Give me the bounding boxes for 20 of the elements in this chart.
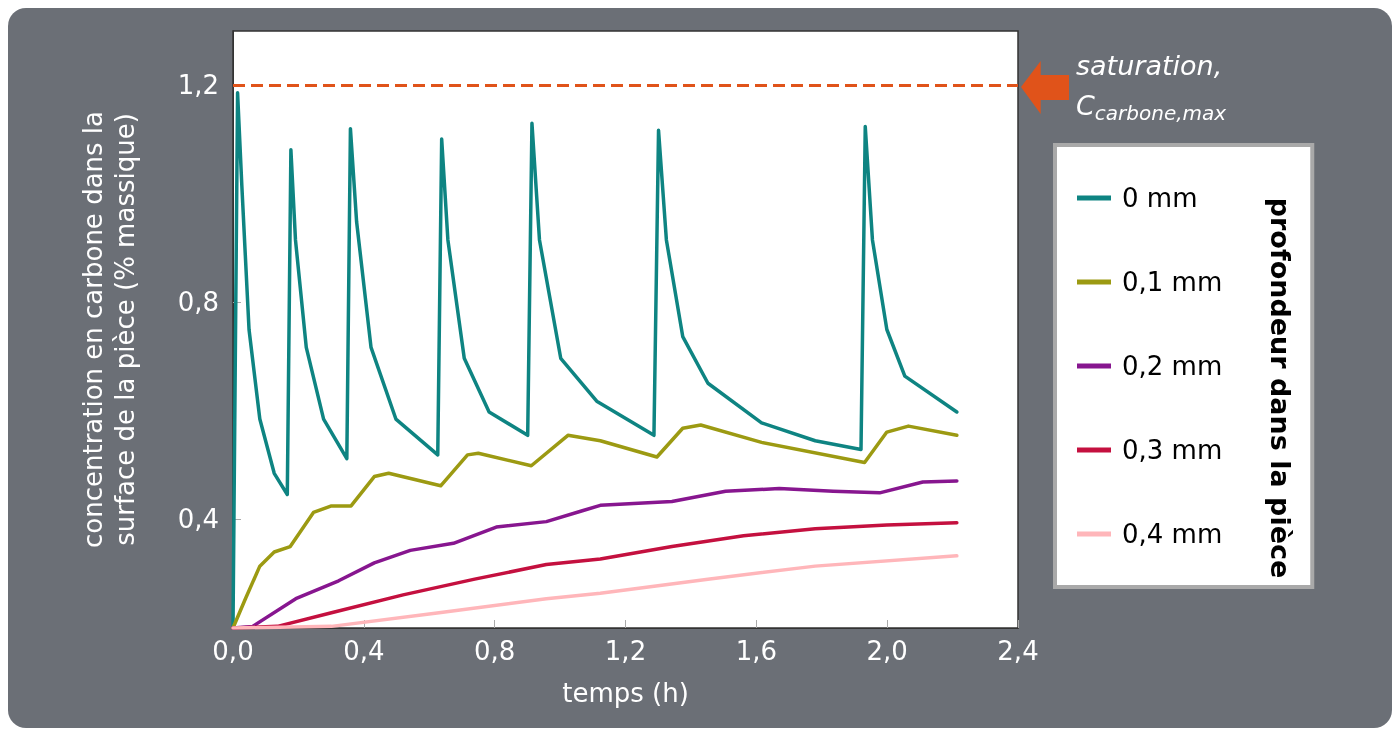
- y-axis-title: concentration en carbone dans la surface de la pièce (% massique): [78, 110, 140, 549]
- y-tick-label: 0,4: [177, 504, 219, 535]
- legend-label: 0,4 mm: [1122, 519, 1223, 549]
- x-tick-label: 0,8: [473, 636, 516, 666]
- legend-label: 0,1 mm: [1122, 267, 1223, 297]
- legend-label: 0 mm: [1122, 183, 1198, 213]
- line-series: [231, 554, 959, 630]
- legend-label: 0,3 mm: [1122, 435, 1223, 465]
- line-series: [231, 91, 959, 630]
- legend-label: 0,2 mm: [1122, 351, 1223, 381]
- x-tick-label: 1,6: [735, 636, 778, 666]
- x-tick-label: 2,4: [997, 636, 1039, 666]
- y-tick-label: 0,8: [177, 287, 219, 318]
- x-tick-label: 0,4: [343, 636, 385, 666]
- x-axis-title: temps (h): [562, 678, 689, 708]
- y-tick-label: 1,2: [177, 70, 219, 101]
- x-tick-label: 1,2: [604, 636, 647, 666]
- x-tick-label: 2,0: [866, 636, 908, 666]
- legend-title: profondeur dans la pièce: [1264, 197, 1296, 579]
- x-tick-label: 0,0: [212, 636, 254, 666]
